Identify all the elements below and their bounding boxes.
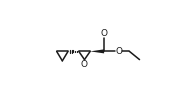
Text: O: O [101, 29, 108, 38]
Text: O: O [81, 59, 88, 69]
Polygon shape [90, 49, 104, 53]
Text: O: O [115, 47, 122, 56]
